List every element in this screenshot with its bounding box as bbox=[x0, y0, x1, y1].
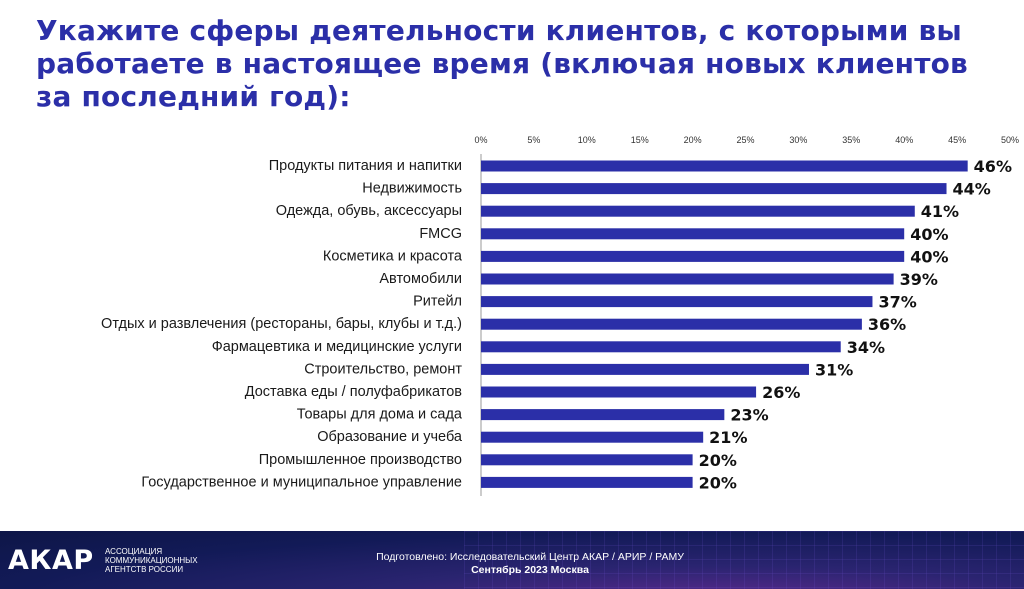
data-label: 21% bbox=[709, 428, 747, 447]
x-tick-label: 45% bbox=[948, 135, 966, 145]
category-label: Товары для дома и сада bbox=[297, 407, 463, 423]
data-label: 36% bbox=[868, 315, 906, 334]
category-label: Строительство, ремонт bbox=[304, 361, 462, 377]
data-label: 23% bbox=[730, 406, 768, 425]
data-label: 39% bbox=[900, 270, 938, 289]
org-name-line: АГЕНТСТВ РОССИИ bbox=[105, 565, 184, 574]
akar-logo: АКАР bbox=[8, 545, 94, 576]
category-label: Недвижимость bbox=[362, 181, 462, 197]
x-tick-label: 5% bbox=[527, 135, 540, 145]
bar bbox=[481, 228, 905, 240]
x-tick-label: 0% bbox=[474, 135, 487, 145]
category-label: Одежда, обувь, аксессуары bbox=[276, 203, 462, 219]
category-label: Доставка еды / полуфабрикатов bbox=[245, 384, 463, 400]
bar-chart: 0% 5% 10% 15% 20% 25% 30% 35% 40% 45% 50% Продукты … bbox=[101, 135, 1019, 496]
x-tick-label: 15% bbox=[631, 135, 649, 145]
category-label: Промышленное производство bbox=[259, 452, 462, 468]
category-label: Косметика и красота bbox=[323, 248, 463, 264]
category-label: Продукты питания и напитки bbox=[269, 158, 462, 174]
data-label: 44% bbox=[953, 180, 991, 199]
category-label: Автомобили bbox=[379, 271, 462, 287]
data-label: 40% bbox=[910, 225, 948, 244]
x-tick-label: 10% bbox=[578, 135, 596, 145]
x-tick-label: 20% bbox=[684, 135, 702, 145]
category-label: Отдых и развлечения (рестораны, бары, кл… bbox=[101, 316, 462, 332]
data-label: 37% bbox=[878, 293, 916, 312]
x-tick-label: 40% bbox=[895, 135, 913, 145]
category-label: Ритейл bbox=[413, 294, 462, 310]
bar bbox=[481, 183, 947, 195]
data-label: 31% bbox=[815, 360, 853, 379]
x-tick-label: 25% bbox=[736, 135, 754, 145]
data-label: 46% bbox=[974, 157, 1012, 176]
category-label: Фармацевтика и медицинские услуги bbox=[212, 339, 462, 355]
bar bbox=[481, 160, 968, 172]
x-tick-label: 35% bbox=[842, 135, 860, 145]
bar bbox=[481, 454, 693, 466]
category-label: Государственное и муниципальное управлен… bbox=[141, 474, 462, 490]
org-name-line: КОММУНИКАЦИОННЫХ bbox=[105, 556, 198, 565]
data-label: 40% bbox=[910, 247, 948, 266]
bar bbox=[481, 273, 894, 285]
bar bbox=[481, 431, 704, 443]
bar bbox=[481, 205, 915, 217]
footer-grid-decoration bbox=[464, 531, 1024, 589]
bar bbox=[481, 409, 725, 421]
data-label: 26% bbox=[762, 383, 800, 402]
credit: Подготовлено: Исследовательский Центр АК… bbox=[340, 551, 720, 577]
bar bbox=[481, 341, 841, 353]
footer: АКАР АССОЦИАЦИЯ КОММУНИКАЦИОННЫХ АГЕНТСТ… bbox=[0, 531, 1024, 589]
category-label: Образование и учеба bbox=[317, 429, 463, 445]
category-label: FMCG bbox=[419, 226, 462, 242]
org-name: АССОЦИАЦИЯ КОММУНИКАЦИОННЫХ АГЕНТСТВ РОС… bbox=[105, 547, 225, 574]
bar bbox=[481, 386, 757, 398]
data-label: 20% bbox=[699, 473, 737, 492]
bar bbox=[481, 250, 905, 262]
org-name-line: АССОЦИАЦИЯ bbox=[105, 547, 163, 556]
bar bbox=[481, 476, 693, 488]
x-tick-label: 30% bbox=[789, 135, 807, 145]
data-label: 41% bbox=[921, 202, 959, 221]
report-date: Сентябрь 2023 Москва bbox=[471, 564, 589, 576]
prepared-by: Подготовлено: Исследовательский Центр АК… bbox=[376, 551, 684, 563]
bar bbox=[481, 363, 809, 375]
x-tick-label: 50% bbox=[1001, 135, 1019, 145]
data-label: 34% bbox=[847, 338, 885, 357]
data-label: 20% bbox=[699, 451, 737, 470]
page-title: Укажите сферы деятельности клиентов, с к… bbox=[36, 14, 968, 113]
bar bbox=[481, 318, 862, 330]
bar bbox=[481, 296, 873, 308]
